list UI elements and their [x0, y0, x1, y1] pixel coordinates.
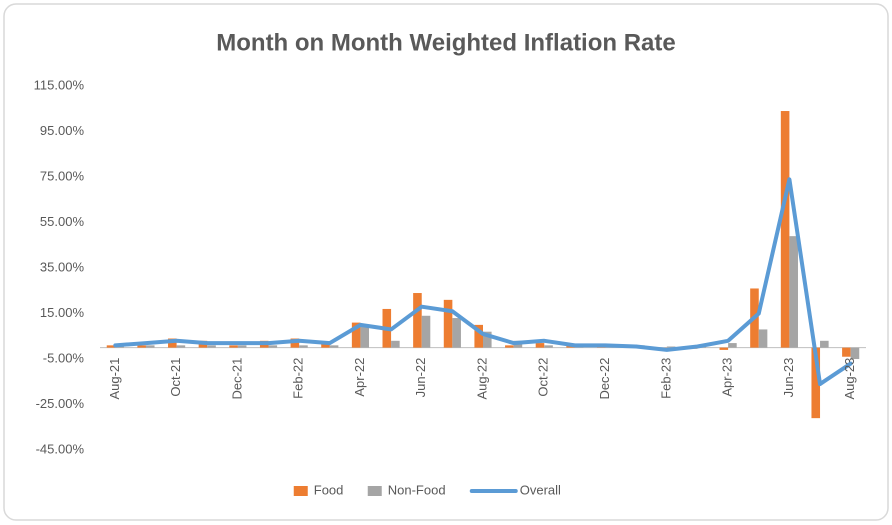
bar: [780, 111, 790, 348]
bar: [666, 346, 676, 348]
bar: [842, 347, 851, 357]
bar: [207, 345, 216, 348]
x-tick-label: Feb-22: [291, 358, 306, 399]
bar: [137, 345, 146, 348]
bar: [360, 324, 370, 348]
bar: [820, 340, 829, 348]
bar: [413, 293, 422, 348]
bar: [176, 345, 186, 348]
bar: [443, 299, 453, 348]
bar: [321, 343, 330, 348]
bar: [789, 236, 798, 348]
x-tick-label: Aug-23: [842, 358, 857, 400]
bar: [544, 345, 553, 348]
bar: [421, 315, 431, 348]
legend-label: Overall: [520, 482, 561, 497]
bar: [268, 345, 278, 348]
x-tick-label: Jun-22: [413, 358, 428, 398]
line: [113, 177, 853, 387]
bar: [811, 347, 821, 419]
bar: [329, 345, 339, 348]
legend-swatch: [293, 486, 308, 496]
y-tick-label: -5.00%: [43, 350, 85, 365]
bar: [535, 343, 545, 348]
y-tick-label: 35.00%: [40, 259, 85, 274]
bar: [106, 345, 116, 348]
bar: [758, 329, 768, 348]
y-tick-label: 15.00%: [40, 305, 85, 320]
bar: [483, 331, 492, 348]
bar: [452, 318, 461, 348]
legend-swatch: [367, 486, 382, 496]
x-tick-label: Feb-23: [658, 358, 673, 399]
y-tick-label: -45.00%: [36, 441, 85, 456]
bar: [719, 347, 729, 350]
bar: [351, 322, 361, 348]
bar: [728, 343, 737, 348]
x-tick-label: Dec-22: [597, 358, 612, 400]
x-tick-label: Dec-21: [229, 358, 244, 400]
x-tick-label: Apr-22: [352, 358, 367, 397]
bar: [505, 345, 514, 348]
chart-frame: [3, 3, 889, 521]
x-tick-label: Jun-23: [781, 358, 796, 398]
bar: [391, 340, 400, 348]
bar: [474, 324, 483, 348]
bar: [237, 345, 247, 348]
y-tick-label: 115.00%: [34, 77, 85, 92]
x-tick-label: Oct-21: [168, 358, 183, 397]
y-tick-label: -25.00%: [36, 396, 85, 411]
y-tick-label: 75.00%: [40, 168, 85, 183]
y-tick-label: 95.00%: [40, 123, 85, 138]
chart-title: Month on Month Weighted Inflation Rate: [216, 29, 675, 56]
x-tick-label: Oct-22: [536, 358, 551, 397]
bar: [145, 345, 155, 348]
bar: [299, 345, 308, 348]
x-tick-label: Aug-21: [107, 358, 122, 400]
legend-label: Food: [314, 482, 344, 497]
legend-label: Non-Food: [388, 482, 446, 497]
x-tick-label: Apr-23: [720, 358, 735, 397]
y-tick-label: 55.00%: [40, 214, 85, 229]
x-tick-label: Aug-22: [474, 358, 489, 400]
bar: [229, 345, 238, 348]
bar: [850, 347, 860, 359]
